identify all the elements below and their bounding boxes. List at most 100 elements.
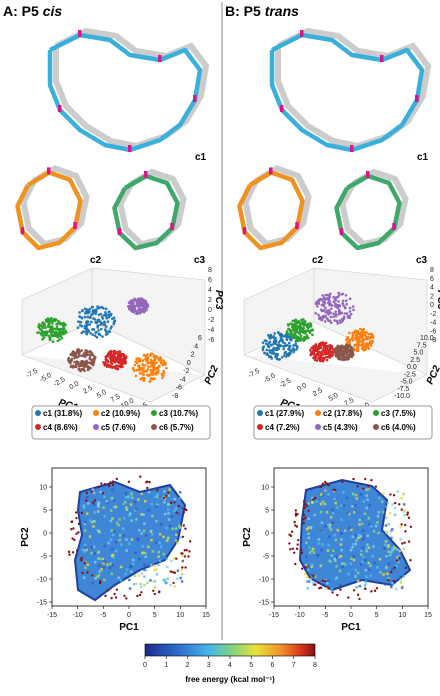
pca-point	[112, 322, 116, 326]
fes-cell	[390, 536, 393, 540]
fes-edge-point	[295, 525, 299, 528]
fes-cell	[315, 500, 318, 503]
pca-point	[76, 360, 80, 364]
pca-point	[99, 312, 103, 316]
pca-point	[115, 367, 118, 371]
fes-cell	[162, 578, 166, 582]
pca-point	[332, 300, 336, 304]
pca-point	[341, 299, 345, 303]
pca-point	[104, 330, 108, 334]
fes-edge-point	[146, 486, 149, 490]
pca-point	[334, 313, 338, 316]
fes-cell	[143, 583, 146, 587]
pca-point	[304, 329, 308, 333]
pca-point	[80, 367, 84, 371]
fes-cell	[354, 568, 357, 572]
fes-edge-point	[370, 590, 373, 593]
pca-point	[89, 331, 92, 335]
fes-cell	[173, 585, 177, 588]
conformer-label: c1	[195, 152, 207, 163]
pc1-tick: -7.5	[25, 368, 39, 380]
fes-edge-point	[153, 592, 156, 596]
pca-point	[275, 353, 279, 357]
fes-cell	[153, 586, 157, 589]
pca-point	[97, 313, 101, 317]
fes-cell	[142, 513, 145, 516]
pca-point	[124, 362, 127, 365]
pca-point	[322, 344, 326, 347]
fes-cell	[359, 493, 363, 496]
fes-edge-point	[323, 480, 327, 484]
fes-cell	[118, 518, 121, 521]
pca-point	[60, 336, 64, 340]
pca-point	[108, 330, 112, 334]
fes-cell	[368, 504, 371, 507]
pca-point	[137, 307, 141, 310]
pca-point	[339, 312, 343, 315]
pca-point	[135, 301, 139, 304]
x-tick-label: -5	[100, 612, 106, 619]
pca-point	[104, 333, 108, 336]
fes-edge-point	[91, 574, 94, 577]
fes-cell	[320, 521, 324, 525]
fes-cell	[334, 577, 338, 581]
fes-cell	[82, 548, 85, 552]
pca-point	[104, 355, 108, 359]
fes-cell	[166, 577, 170, 580]
pca-point	[346, 357, 350, 361]
pca-point	[274, 339, 278, 343]
fes-cell	[102, 566, 105, 569]
pca-point	[309, 329, 312, 333]
pca-point	[286, 323, 290, 326]
pca-point	[91, 362, 95, 365]
fes-cell	[115, 549, 118, 553]
fes-edge-point	[75, 511, 78, 514]
pca-point	[351, 305, 355, 308]
x-tick-label: -10	[295, 612, 305, 619]
fes-cell	[139, 582, 143, 586]
oxygen	[78, 30, 82, 37]
pca-point	[106, 352, 110, 356]
pca-point	[355, 344, 359, 348]
pca-point	[51, 322, 54, 325]
fes-edge-point	[75, 549, 79, 552]
pca-point	[277, 347, 280, 351]
fes-edge-point	[80, 557, 83, 561]
fes-cell	[111, 564, 114, 567]
fes-cell	[340, 532, 343, 535]
pca-point	[105, 316, 108, 320]
fes-edge-point	[364, 477, 367, 481]
pca-point	[77, 367, 81, 371]
pca-point	[42, 336, 46, 339]
fes-cell	[327, 579, 330, 583]
pca-point	[326, 293, 330, 297]
oxygen	[47, 167, 51, 175]
pca-point	[327, 348, 330, 351]
pca-point	[48, 336, 52, 339]
pca-point	[318, 345, 322, 348]
pca-point	[88, 307, 92, 311]
fes-cell	[385, 531, 388, 535]
fes-cell	[118, 534, 122, 537]
fes-edge-point	[183, 555, 187, 558]
fes-cell	[399, 538, 403, 541]
fes-edge-point	[339, 588, 342, 591]
pca-point	[362, 330, 366, 334]
fes-cell	[111, 517, 114, 520]
fes-edge-point	[107, 589, 110, 592]
pc2-tick: -5.0	[401, 379, 413, 386]
pca-point	[121, 357, 124, 361]
pca-point	[48, 318, 52, 322]
fes-cell	[82, 504, 86, 508]
pca-point	[350, 350, 354, 354]
fes-cell	[328, 535, 331, 539]
pca-point	[159, 359, 162, 363]
fes-cell	[128, 578, 131, 582]
pca-point	[63, 322, 66, 326]
fes-cell	[174, 527, 178, 530]
pca-point	[295, 329, 299, 332]
fes-cell	[340, 562, 344, 566]
pca-point	[308, 322, 312, 325]
fes-edge-point	[364, 587, 367, 590]
fes-edge-point	[289, 548, 292, 551]
